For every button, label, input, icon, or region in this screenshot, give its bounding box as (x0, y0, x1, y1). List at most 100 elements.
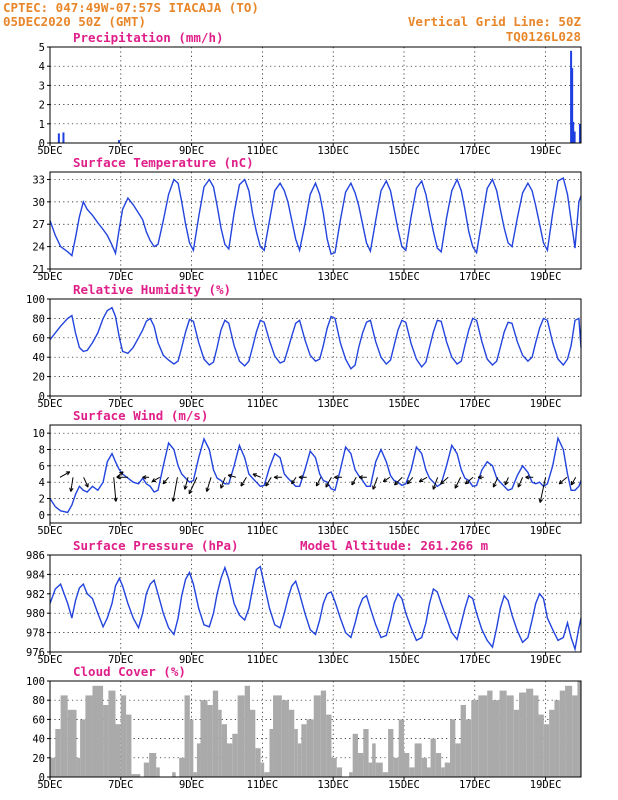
wind-arrow (464, 476, 474, 485)
cloud-bar (382, 772, 389, 777)
precip-bar (572, 121, 575, 143)
cloud-bar (331, 757, 337, 777)
cloud-bar (196, 743, 201, 777)
cloud-bar (478, 695, 488, 777)
cloud-bar (398, 719, 404, 777)
x-tick-label: 17DEC (459, 271, 491, 283)
panel-frame (49, 46, 582, 144)
wind-arrow (538, 477, 547, 503)
cloud-bar (421, 757, 428, 777)
y-tick-label: 2 (39, 494, 45, 506)
x-tick-label: 15DEC (388, 654, 420, 666)
cloud-bar (313, 695, 321, 777)
pres-series-line (49, 565, 582, 652)
y-tick-label: 4 (39, 61, 45, 73)
x-tick-label: 13DEC (317, 271, 349, 283)
x-tick-label: 9DEC (179, 525, 204, 537)
y-tick-label: 40 (32, 734, 45, 746)
x-tick-label: 15DEC (388, 525, 420, 537)
wind-arrow (69, 477, 74, 492)
x-tick-label: 19DEC (530, 398, 562, 410)
cloud-bar (189, 719, 194, 777)
wind-arrow (227, 473, 236, 479)
x-tick-label: 11DEC (247, 145, 279, 157)
cloud-bar (572, 695, 578, 777)
wind-arrow (151, 476, 160, 483)
cloud-bar (506, 695, 514, 777)
x-tick-label: 9DEC (179, 271, 204, 283)
wind-arrow (418, 476, 428, 483)
cloud-bar (297, 743, 302, 777)
cloud-bar (103, 705, 109, 777)
wind-arrow (504, 477, 509, 486)
panel-precip: 0 1 2 3 4 5 5DEC 7DEC 9DEC 11DEC 13DEC 15DEC 17DEC 19… (37, 30, 582, 157)
x-tick-label: 11DEC (247, 525, 279, 537)
header-right1: Vertical Grid Line: 50Z (408, 14, 582, 29)
x-tick-label: 19DEC (530, 654, 562, 666)
header-line2: 05DEC2020 50Z (GMT) (3, 14, 146, 29)
x-tick-label: 19DEC (530, 271, 562, 283)
y-tick-label: 20 (32, 753, 45, 765)
wind-arrow (406, 476, 414, 485)
y-tick-label: 980 (26, 608, 45, 620)
cloud-bar (430, 738, 436, 777)
cloud-bar (519, 692, 527, 777)
cloud-bar (172, 772, 176, 777)
wind-arrow (315, 477, 322, 487)
x-tick-label: 9DEC (179, 779, 204, 791)
x-tick-label: 7DEC (108, 271, 133, 283)
wind-arrow (205, 477, 212, 492)
cloud-bar (487, 690, 493, 777)
cloud-bar (499, 690, 507, 777)
wind-arrow (358, 475, 367, 480)
wind-arrow (440, 476, 449, 485)
cloud-bar (492, 700, 500, 777)
x-tick-label: 19DEC (530, 779, 562, 791)
x-tick-label: 19DEC (530, 145, 562, 157)
precip-bar (578, 123, 581, 143)
x-tick-label: 11DEC (247, 779, 279, 791)
panel-title: Surface Pressure (hPa) (73, 538, 239, 553)
wind-arrow (298, 475, 307, 480)
cloud-bar (184, 695, 190, 777)
panel-title: Relative Humidity (%) (73, 282, 231, 297)
cloud-bar (559, 690, 566, 777)
cloud-bar (372, 743, 376, 777)
y-tick-label: 976 (26, 647, 45, 659)
wind-arrow (113, 477, 118, 502)
cloud-bar (444, 762, 451, 777)
panel-cloud: 0 20 40 60 80 100 5DEC 7DEC 9DEC 11DEC 13DEC 15DEC 1… (26, 664, 582, 791)
wind-arrow (570, 477, 577, 486)
panel-wind: 0 2 4 6 8 10 5DEC 7DEC 9DEC 11DEC 13DEC 15DEC 17DEC 1… (32, 408, 582, 537)
cloud-bar (349, 772, 353, 777)
cloud-bar (404, 753, 410, 777)
y-tick-label: 6 (39, 461, 45, 473)
precip-bar (571, 68, 574, 143)
x-tick-label: 13DEC (317, 779, 349, 791)
x-tick-label: 17DEC (459, 525, 491, 537)
y-tick-label: 5 (39, 42, 45, 54)
cloud-bar (179, 757, 185, 777)
wind-arrow (59, 471, 71, 478)
panel-title: Precipitation (mm/h) (73, 30, 224, 45)
x-tick-label: 11DEC (247, 398, 279, 410)
cloud-bar (232, 733, 238, 777)
cloud-bar (465, 719, 472, 777)
cloud-bar (200, 700, 208, 777)
temp-series-line (49, 176, 582, 257)
x-tick-label: 17DEC (459, 654, 491, 666)
y-tick-label: 100 (26, 294, 45, 306)
x-tick-label: 5DEC (37, 398, 62, 410)
y-tick-label: 0 (39, 510, 45, 522)
cloud-bar (543, 724, 550, 777)
y-tick-label: 24 (32, 242, 45, 254)
cloud-bar (414, 743, 422, 777)
panel-frame (49, 171, 582, 270)
cloud-bar (450, 719, 456, 777)
x-tick-label: 15DEC (388, 779, 420, 791)
wind-arrow (116, 475, 128, 480)
cloud-bar (294, 729, 298, 777)
cloud-bar (264, 772, 270, 777)
panel-frame (49, 554, 582, 653)
